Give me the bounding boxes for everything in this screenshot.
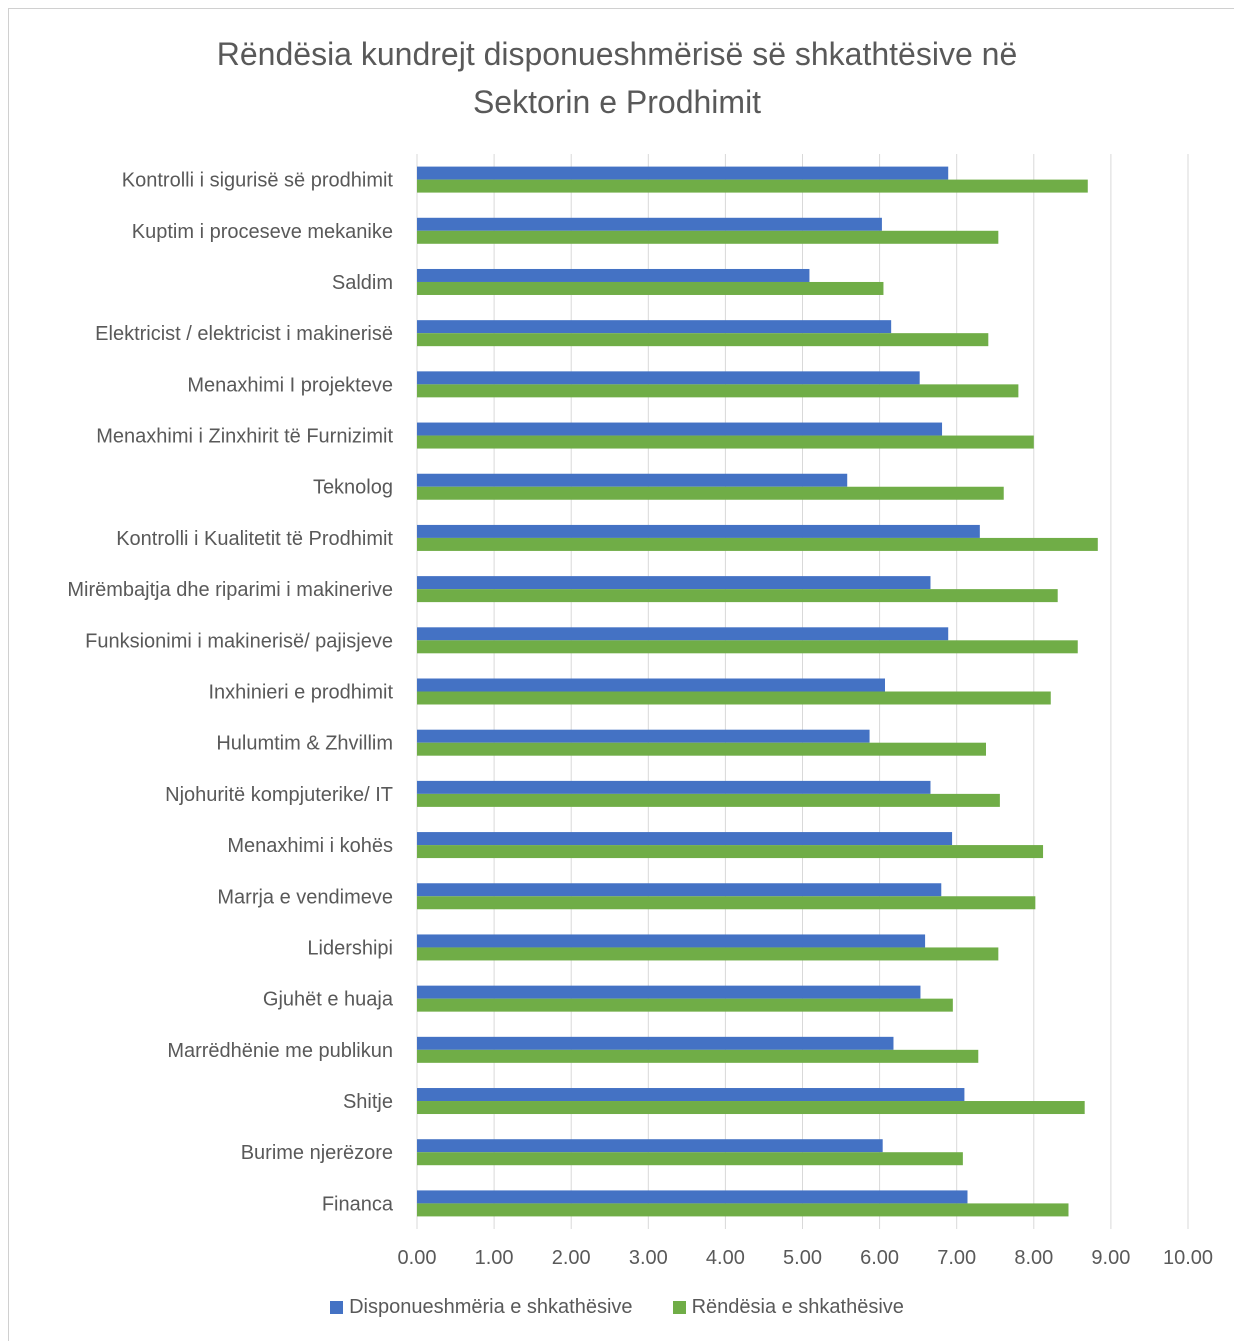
bar-availability [417,832,953,846]
bar-importance [417,589,1058,603]
bar-chart-svg: 0.00 1.00 2.00 3.00 4.00 5.00 6.00 7.00 8.00 9.00… [67,154,1213,1269]
chart-legend: Disponueshmëria e shkathësive Rëndësia e… [0,1296,1234,1319]
category-label: Mirëmbajtja dhe riparimi i makinerive [67,579,393,601]
x-tick-label: 8.00 [1014,1247,1053,1269]
bar-importance [417,691,1051,705]
category-label: Saldim [332,272,393,294]
bar-importance [417,333,989,347]
category-label: Menaxhimi I projekteve [187,374,393,396]
x-tick-label: 3.00 [629,1247,668,1269]
chart-title-line-1: Rëndësia kundrejt disponueshmërisë së sh… [216,36,1018,72]
bar-importance [417,1101,1085,1115]
chart-title: Rëndësia kundrejt disponueshmërisë së sh… [0,30,1234,126]
category-label: Njohuritë kompjuterike/ IT [165,784,393,806]
category-label: Marrëdhënie me publikun [167,1040,393,1062]
category-label: Kontrolli i Kualitetit të Prodhimit [116,528,393,550]
chart-frame [8,8,1234,1341]
bar-importance [417,742,986,756]
bar-availability [417,678,885,692]
bar-importance [417,845,1044,859]
legend-item-importance: Rëndësia e shkathësive [672,1296,904,1319]
bar-importance [417,947,999,961]
bar-availability [417,166,949,180]
bar-availability [417,780,931,794]
bar-availability [417,524,980,538]
chart-title-line-2: Sektorin e Prodhimit [472,84,762,120]
bar-importance [417,230,999,244]
x-tick-label: 6.00 [860,1247,899,1269]
x-tick-label: 10.00 [1163,1247,1213,1269]
legend-swatch-importance [672,1301,686,1314]
category-label: Shitje [343,1091,393,1113]
legend-label-importance: Rëndësia e shkathësive [691,1296,904,1318]
category-label: Burime njerëzore [241,1142,393,1164]
category-label: Hulumtim & Zhvillim [216,733,393,755]
bar-importance [417,793,1000,807]
category-label: Financa [322,1193,394,1215]
bar-availability [417,1139,883,1153]
category-label: Kontrolli i sigurisë së prodhimit [122,170,394,192]
bar-availability [417,1190,968,1204]
category-label: Menaxhimi i kohës [227,835,393,857]
bar-importance [417,384,1019,398]
bar-availability [417,627,949,641]
x-tick-label: 9.00 [1091,1247,1130,1269]
bar-importance [417,1049,979,1063]
category-label: Funksionimi i makinerisë/ pajisjeve [85,630,393,652]
bar-availability [417,320,892,334]
category-label: Elektricist / elektricist i makinerisë [95,323,393,345]
category-label: Gjuhët e huaja [263,989,394,1011]
x-tick-label: 1.00 [475,1247,514,1269]
legend-swatch-availability [330,1301,344,1314]
bar-importance [417,486,1004,500]
category-label: Kuptim i proceseve mekanike [132,221,393,243]
category-label: Lidershipi [307,937,393,959]
bar-importance [417,998,953,1012]
bar-availability [417,422,943,436]
bar-availability [417,268,810,282]
bar-importance [417,435,1034,449]
bar-availability [417,1036,894,1050]
x-tick-label: 0.00 [398,1247,437,1269]
category-label: Inxhinieri e prodhimit [208,682,393,704]
x-tick-label: 4.00 [706,1247,745,1269]
category-label: Menaxhimi i Zinxhirit të Furnizimit [96,426,393,448]
bar-availability [417,576,931,590]
x-tick-label: 7.00 [937,1247,976,1269]
bar-importance [417,640,1078,654]
bar-importance [417,179,1088,193]
x-tick-label: 2.00 [552,1247,591,1269]
legend-label-availability: Disponueshmëria e shkathësive [349,1296,633,1318]
bar-availability [417,883,942,897]
x-tick-label: 5.00 [783,1247,822,1269]
category-label: Teknolog [313,477,393,499]
bar-importance [417,1152,963,1166]
bar-availability [417,934,926,948]
bar-importance [417,1203,1069,1217]
bar-availability [417,1088,965,1102]
bar-importance [417,896,1036,910]
legend-item-availability: Disponueshmëria e shkathësive [330,1296,633,1319]
bar-availability [417,985,921,999]
bar-availability [417,729,870,743]
bar-availability [417,217,882,231]
bar-importance [417,537,1098,551]
bar-importance [417,281,884,295]
bar-availability [417,371,920,385]
category-label: Marrja e vendimeve [217,886,393,908]
bar-availability [417,473,848,487]
